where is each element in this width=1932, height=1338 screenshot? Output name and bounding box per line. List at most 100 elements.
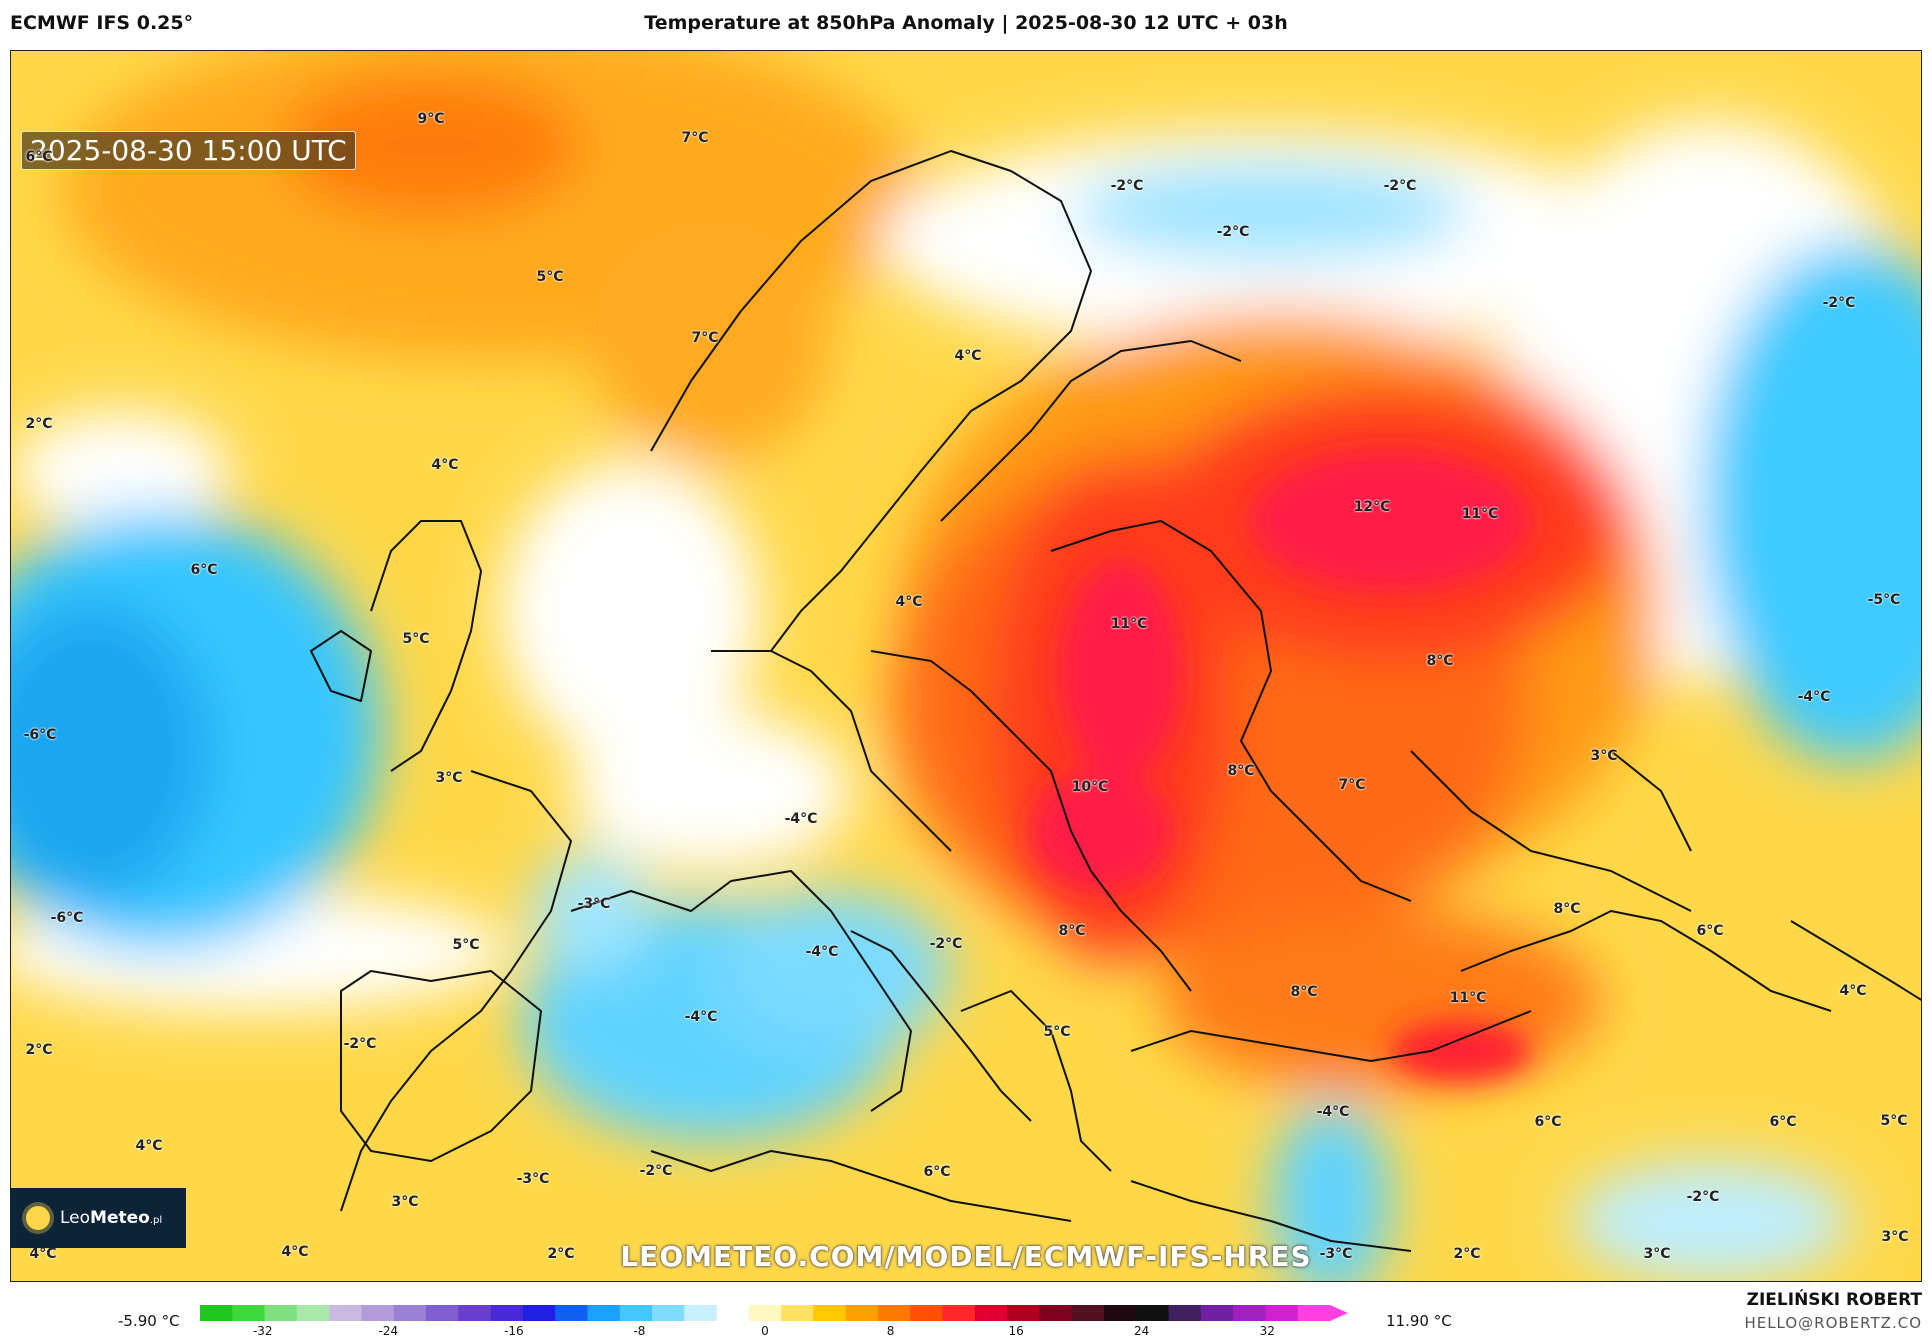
colorbar-swatch: [1136, 1305, 1170, 1321]
colorbar-swatch: [264, 1305, 298, 1321]
sun-icon: [26, 1206, 50, 1230]
map-label: 2°C: [25, 416, 53, 432]
map-label: 2°C: [547, 1246, 575, 1262]
map-label: -6°C: [50, 910, 84, 926]
map-label: 7°C: [681, 130, 709, 146]
map-label: 11°C: [1461, 506, 1499, 522]
anomaly-field: [11, 51, 1921, 1281]
colorbar-min-label: -5.90 °C: [118, 1312, 180, 1330]
colorbar-swatch: [1297, 1305, 1331, 1321]
map-label: 5°C: [452, 937, 480, 953]
model-name: ECMWF IFS 0.25°: [10, 12, 194, 34]
chart-title: Temperature at 850hPa Anomaly | 2025-08-…: [644, 12, 1288, 34]
colorbar-tick-label: 0: [761, 1324, 769, 1338]
map-label: 4°C: [1839, 983, 1867, 999]
watermark-url: LEOMETEO.COM/MODEL/ECMWF-IFS-HRES: [620, 1240, 1312, 1273]
colorbar-swatch: [1168, 1305, 1202, 1321]
colorbar-swatch: [652, 1305, 685, 1321]
header: ECMWF IFS 0.25° Temperature at 850hPa An…: [0, 0, 1932, 50]
colorbar-swatch: [781, 1305, 815, 1321]
colorbar-swatch: [296, 1305, 330, 1321]
map-label: -3°C: [516, 1171, 550, 1187]
map-label: -4°C: [684, 1009, 718, 1025]
leometeo-logo[interactable]: LeoMeteo.pl: [10, 1188, 186, 1248]
colorbar-tick-label: -24: [378, 1324, 399, 1338]
map-label: -4°C: [1316, 1104, 1350, 1120]
colorbar-swatch: [716, 1305, 750, 1321]
colorbar-swatch: [458, 1305, 492, 1321]
map-label: 3°C: [391, 1194, 419, 1210]
colorbar-swatch: [878, 1305, 911, 1321]
map-label: -4°C: [784, 811, 818, 827]
map-label: -2°C: [639, 1163, 673, 1179]
colorbar-swatch: [1071, 1305, 1105, 1321]
map-label: -2°C: [1822, 295, 1856, 311]
map-label: 5°C: [1043, 1024, 1071, 1040]
colorbar-swatch: [393, 1305, 427, 1321]
colorbar-swatch: [200, 1305, 233, 1321]
map-label: -2°C: [1110, 178, 1144, 194]
map-label: 2°C: [1453, 1246, 1481, 1262]
map-label: 6°C: [1696, 923, 1724, 939]
map-label: 3°C: [435, 770, 463, 786]
map-label: 3°C: [1643, 1246, 1671, 1262]
colorbar-swatch: [942, 1305, 976, 1321]
map-label: 4°C: [135, 1138, 163, 1154]
map-label: -3°C: [1319, 1246, 1353, 1262]
colorbar-tick-label: -32: [252, 1324, 273, 1338]
map-label: -2°C: [1383, 178, 1417, 194]
map-label: -2°C: [343, 1036, 377, 1052]
map-label: -4°C: [1797, 689, 1831, 705]
colorbar-swatch: [361, 1305, 395, 1321]
map-label: 8°C: [1553, 901, 1581, 917]
map-label: 5°C: [1880, 1113, 1908, 1129]
colorbar-swatch: [232, 1305, 266, 1321]
colorbar-swatch: [1265, 1305, 1299, 1321]
colorbar-tick-label: 8: [886, 1324, 895, 1338]
map-label: 4°C: [895, 594, 923, 610]
map-label: 5°C: [536, 269, 564, 285]
colorbar-swatch: [684, 1305, 718, 1321]
colorbar-extend-arrow: [1330, 1305, 1348, 1321]
colorbar-swatch: [619, 1305, 653, 1321]
map-label: 11°C: [1449, 990, 1487, 1006]
author-name: ZIELIŃSKI ROBERT: [1746, 1290, 1922, 1310]
map-label: -4°C: [805, 944, 839, 960]
map-label: 8°C: [1426, 653, 1454, 669]
map-label: 4°C: [431, 457, 459, 473]
colorbar-swatch: [329, 1305, 363, 1321]
map-label: 5°C: [402, 631, 430, 647]
map-area[interactable]: 2025-08-30 15:00 UTC 9°C 7°C 6°C 5°C 7°C…: [10, 50, 1922, 1282]
map-label: 2°C: [25, 1042, 53, 1058]
colorbar-tick-label: -8: [633, 1324, 646, 1338]
map-label: -2°C: [1216, 224, 1250, 240]
map-label: -2°C: [1686, 1189, 1720, 1205]
map-label: 9°C: [417, 111, 445, 127]
colorbar-swatch: [974, 1305, 1008, 1321]
map-label: 12°C: [1353, 499, 1391, 515]
author-email[interactable]: HELLO@ROBERTZ.CO: [1744, 1314, 1922, 1332]
map-label: 10°C: [1071, 779, 1109, 795]
map-label: 7°C: [691, 330, 719, 346]
colorbar-swatch: [587, 1305, 621, 1321]
map-label: -2°C: [929, 936, 963, 952]
map-label: 4°C: [281, 1244, 309, 1260]
map-label: 3°C: [1590, 748, 1618, 764]
map-label: 8°C: [1290, 984, 1318, 1000]
colorbar-swatch: [1007, 1305, 1041, 1321]
valid-time-badge: 2025-08-30 15:00 UTC: [21, 131, 356, 170]
map-label: 8°C: [1058, 923, 1086, 939]
map-label: -6°C: [23, 727, 57, 743]
colorbar-swatch: [910, 1305, 944, 1321]
map-label: -5°C: [1867, 592, 1901, 608]
colorbar-swatch: [1104, 1305, 1137, 1321]
colorbar-swatch: [555, 1305, 589, 1321]
colorbar-swatch: [1200, 1305, 1234, 1321]
map-label: -3°C: [577, 896, 611, 912]
colorbar-swatch: [748, 1305, 782, 1321]
colorbar-swatch: [1039, 1305, 1073, 1321]
colorbar-swatch: [813, 1305, 847, 1321]
map-label: 6°C: [25, 149, 53, 165]
colorbar-tick-label: 32: [1259, 1324, 1275, 1338]
map-label: 3°C: [1881, 1229, 1909, 1245]
